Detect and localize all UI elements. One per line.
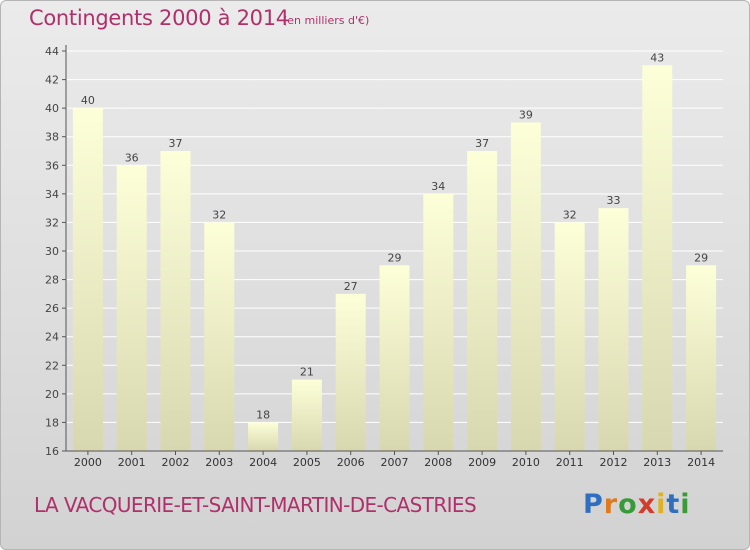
logo-letter: o [618,489,638,520]
x-tick-label: 2008 [424,456,452,469]
y-tick-label: 38 [45,131,59,144]
x-tick-label: 2011 [556,456,584,469]
bar [116,165,147,452]
data-label: 36 [125,151,139,164]
bar [72,108,103,452]
bar [160,151,191,451]
bar [335,293,366,451]
bar [467,151,498,451]
y-tick-label: 44 [45,45,59,58]
y-tick-label: 36 [45,159,59,172]
data-label: 29 [388,251,402,264]
chart-title: Contingents 2000 à 2014 [29,6,289,30]
data-label: 32 [563,208,577,221]
bar [204,222,235,451]
data-label: 21 [300,366,314,379]
y-tick-label: 20 [45,388,59,401]
data-label: 43 [650,51,664,64]
y-tick-label: 18 [45,416,59,429]
x-tick-label: 2002 [162,456,190,469]
x-tick-label: 2005 [293,456,321,469]
logo-letter: r [603,489,619,520]
data-label: 33 [607,194,621,207]
x-tick-label: 2012 [600,456,628,469]
y-tick-label: 26 [45,302,59,315]
logo-letter: i [656,489,667,520]
logo-letter: P [583,489,604,520]
data-label: 40 [81,94,95,107]
y-tick-label: 34 [45,188,59,201]
data-label: 18 [256,408,270,421]
x-tick-label: 2010 [512,456,540,469]
logo-letter: x [637,489,657,520]
proxiti-logo: Proxiti [583,489,691,520]
x-tick-label: 2007 [381,456,409,469]
bar [642,65,673,452]
y-tick-label: 42 [45,74,59,87]
bar [291,379,322,451]
y-tick-label: 22 [45,359,59,372]
data-label: 32 [212,208,226,221]
logo-letter: i [680,489,691,520]
bar [379,265,410,451]
x-tick-label: 2000 [74,456,102,469]
logo-letter: t [666,489,681,520]
data-label: 29 [694,251,708,264]
data-label: 37 [169,137,183,150]
x-tick-label: 2003 [205,456,233,469]
x-tick-label: 2009 [468,456,496,469]
bar [554,222,585,451]
y-tick-label: 30 [45,245,59,258]
bar [598,208,629,451]
data-label: 39 [519,108,533,121]
y-tick-label: 40 [45,102,59,115]
bar [510,122,541,451]
y-tick-label: 32 [45,216,59,229]
data-label: 37 [475,137,489,150]
x-tick-label: 2001 [118,456,146,469]
x-tick-label: 2013 [643,456,671,469]
y-tick-label: 16 [45,445,59,458]
data-label: 27 [344,280,358,293]
y-tick-label: 24 [45,331,59,344]
y-tick-label: 28 [45,274,59,287]
bar [248,422,279,451]
chart-unit-label: (en milliers d'€) [283,14,370,27]
x-tick-label: 2004 [249,456,277,469]
x-tick-label: 2014 [687,456,715,469]
data-label: 34 [431,180,445,193]
x-tick-label: 2006 [337,456,365,469]
bar [423,193,454,451]
commune-name: LA VACQUERIE-ET-SAINT-MARTIN-DE-CASTRIES [34,493,477,517]
bar [686,265,717,451]
